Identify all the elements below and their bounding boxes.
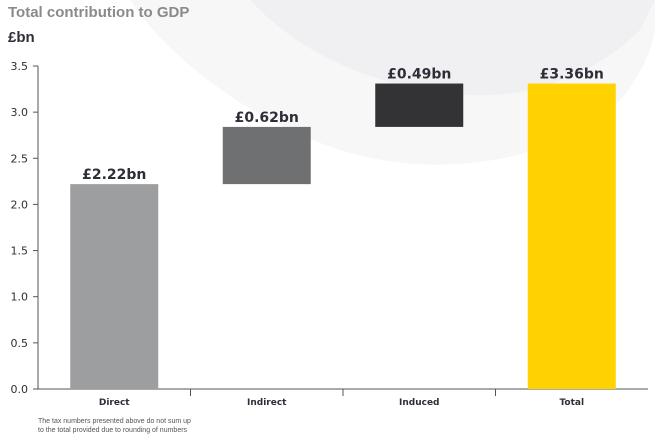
x-axis: Direct Indirect Induced Total: [38, 388, 648, 408]
y-tick-label: 3.5: [11, 60, 29, 73]
y-tick-label: 2.5: [11, 152, 29, 165]
footnote: The tax numbers presented above do not s…: [38, 417, 191, 435]
y-tick-label: 1.5: [11, 245, 29, 258]
y-tick-label: 2.0: [11, 198, 29, 211]
bar-induced: [375, 83, 464, 127]
y-axis: 0.0 0.5 1.0 1.5 2.0 2.5 3.0 3.5: [11, 60, 39, 396]
y-tick-label: 3.0: [11, 106, 29, 119]
bar-total: [527, 83, 616, 389]
x-tick-label: Induced: [399, 398, 440, 408]
data-label: £2.22bn: [82, 167, 146, 183]
x-tick-label: Indirect: [247, 398, 287, 408]
y-tick-label: 0.5: [11, 337, 29, 350]
footnote-line-2: to the total provided due to rounding of…: [38, 427, 188, 434]
bars: £2.22bn £0.62bn £0.49bn £3.36bn: [70, 67, 616, 389]
y-tick-label: 0.0: [11, 383, 29, 396]
y-axis-unit-label: £bn: [8, 29, 35, 46]
background-watermark: [130, 0, 655, 165]
bar-direct: [70, 184, 159, 389]
bar-indirect: [222, 126, 311, 185]
data-label: £0.49bn: [387, 67, 451, 83]
chart-title: Total contribution to GDP: [8, 4, 190, 21]
x-tick-label: Direct: [99, 398, 130, 408]
x-tick-label: Total: [559, 398, 584, 408]
data-label: £3.36bn: [540, 67, 604, 83]
data-label: £0.62bn: [235, 110, 299, 126]
footnote-line-1: The tax numbers presented above do not s…: [38, 418, 191, 425]
y-tick-label: 1.0: [11, 291, 29, 304]
